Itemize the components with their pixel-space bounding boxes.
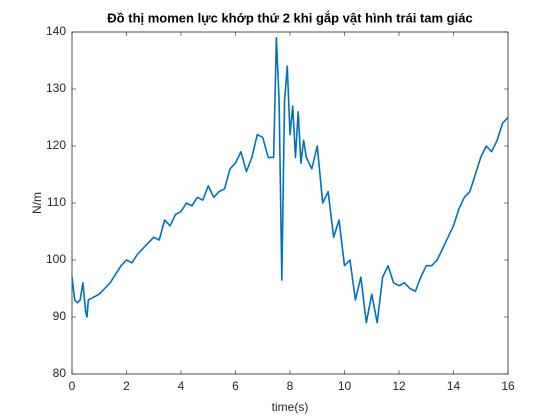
line-series	[71, 36, 509, 324]
x-tick-label: 4	[178, 379, 185, 393]
y-tick-label: 90	[53, 309, 67, 323]
y-tick-label: 120	[46, 138, 66, 152]
x-tick-label: 16	[501, 379, 515, 393]
x-tick-label: 10	[338, 379, 352, 393]
chart-title: Đồ thị momen lực khớp thứ 2 khi gắp vật …	[107, 10, 472, 25]
y-tick-label: 140	[46, 24, 66, 38]
x-tick-label: 14	[447, 379, 461, 393]
y-tick-label: 100	[46, 252, 66, 266]
y-tick-label: 110	[47, 195, 66, 209]
x-tick-label: 0	[69, 379, 76, 393]
x-tick-label: 2	[123, 379, 130, 393]
plot-area	[71, 31, 509, 375]
x-tick-label: 12	[392, 379, 406, 393]
x-axis-label: time(s)	[272, 400, 309, 414]
x-tick-label: 6	[232, 379, 239, 393]
y-axis-label: N/m	[30, 192, 44, 214]
y-tick-label: 80	[53, 366, 67, 380]
y-tick-label: 130	[46, 81, 66, 95]
x-tick-label: 8	[287, 379, 294, 393]
